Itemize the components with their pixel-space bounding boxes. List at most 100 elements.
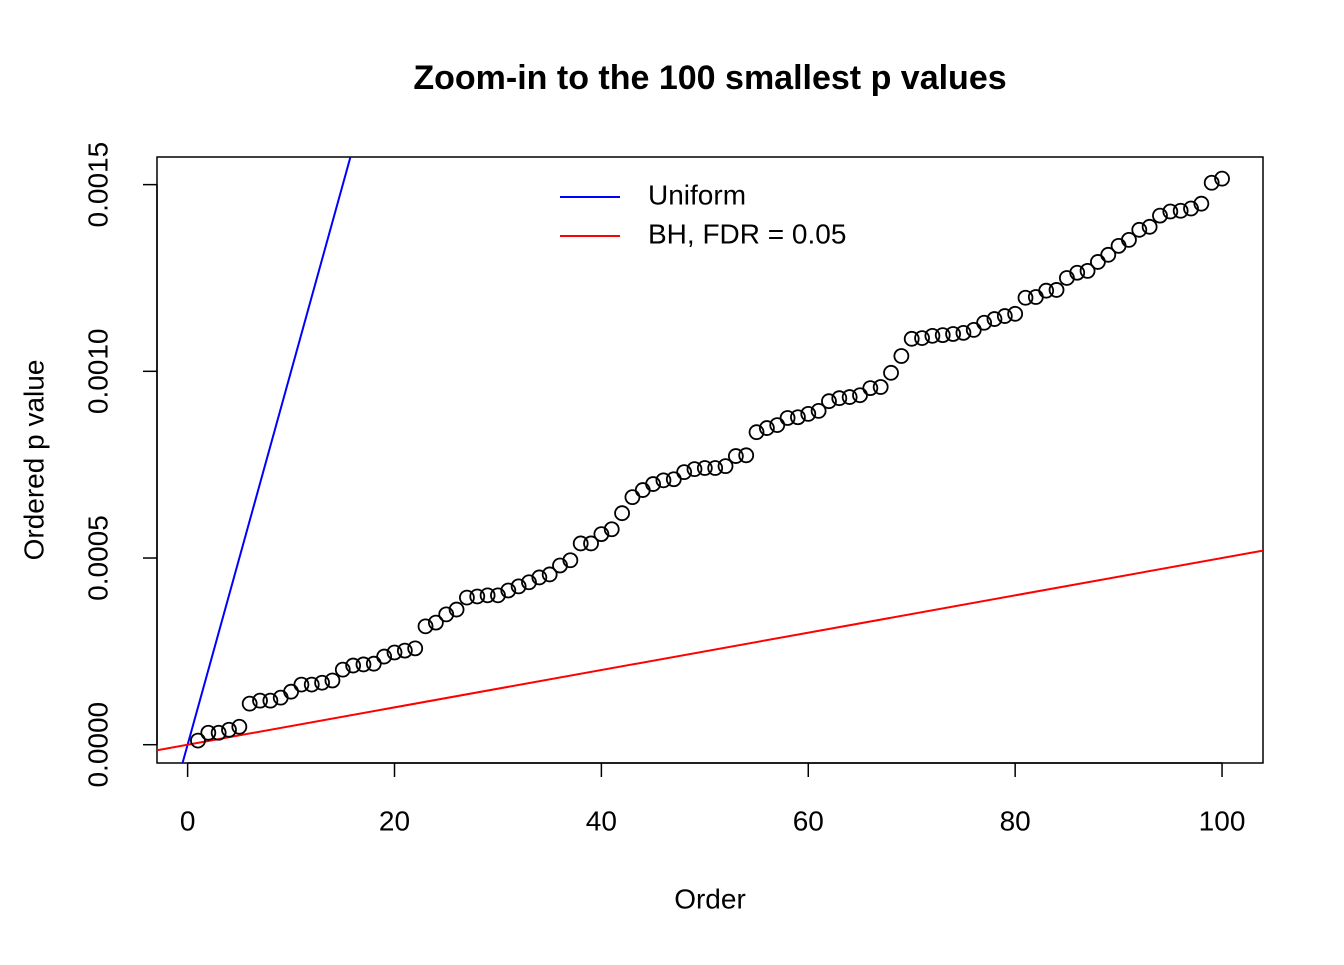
point bbox=[314, 674, 330, 691]
point bbox=[841, 389, 858, 405]
x-tick-label: 80 bbox=[1000, 805, 1031, 836]
point bbox=[914, 330, 930, 346]
point bbox=[1048, 282, 1065, 298]
point bbox=[479, 587, 496, 604]
point bbox=[334, 661, 351, 678]
point bbox=[655, 472, 672, 489]
point bbox=[386, 644, 403, 661]
x-tick-label: 60 bbox=[793, 805, 824, 836]
point bbox=[500, 582, 517, 599]
point bbox=[438, 606, 455, 623]
point bbox=[624, 489, 641, 506]
point bbox=[262, 692, 279, 709]
point bbox=[934, 327, 951, 344]
point bbox=[1214, 170, 1230, 187]
point bbox=[1131, 221, 1148, 238]
point bbox=[996, 308, 1013, 324]
point bbox=[893, 348, 910, 364]
point bbox=[831, 390, 848, 407]
point bbox=[1110, 237, 1127, 254]
point bbox=[955, 324, 972, 341]
x-tick-label: 0 bbox=[180, 805, 196, 836]
point bbox=[510, 578, 527, 595]
point bbox=[231, 718, 248, 735]
point bbox=[459, 589, 475, 606]
point bbox=[210, 724, 227, 741]
chart-title: Zoom-in to the 100 smallest p values bbox=[413, 59, 1006, 97]
legend-label: BH, FDR = 0.05 bbox=[648, 218, 846, 249]
point bbox=[469, 588, 486, 605]
point bbox=[717, 458, 734, 475]
point bbox=[862, 380, 879, 397]
point bbox=[645, 476, 662, 492]
point bbox=[1141, 218, 1158, 235]
point bbox=[821, 393, 837, 410]
point bbox=[758, 420, 775, 436]
point bbox=[1152, 207, 1168, 224]
point bbox=[707, 460, 724, 476]
point bbox=[903, 330, 920, 347]
point bbox=[1069, 264, 1086, 281]
x-axis-label: Order bbox=[674, 883, 746, 914]
point bbox=[252, 692, 268, 709]
point bbox=[1017, 289, 1034, 306]
point bbox=[1162, 203, 1179, 220]
point bbox=[1090, 254, 1106, 270]
point bbox=[1079, 262, 1096, 279]
point bbox=[541, 566, 558, 583]
point bbox=[448, 601, 465, 618]
point bbox=[396, 642, 413, 659]
point bbox=[976, 314, 993, 331]
point bbox=[324, 672, 341, 689]
y-tick-label: 0.0015 bbox=[82, 142, 113, 228]
point bbox=[365, 655, 382, 672]
point bbox=[572, 535, 589, 552]
point bbox=[1027, 289, 1044, 305]
point bbox=[407, 640, 424, 657]
point bbox=[427, 614, 444, 631]
point bbox=[872, 379, 889, 395]
point bbox=[490, 587, 506, 604]
point bbox=[531, 569, 548, 586]
point bbox=[924, 327, 941, 344]
point bbox=[634, 482, 651, 498]
point bbox=[603, 521, 620, 538]
point bbox=[1203, 174, 1220, 191]
point bbox=[521, 574, 537, 591]
point bbox=[1007, 305, 1024, 322]
point bbox=[790, 409, 806, 426]
x-tick-label: 20 bbox=[379, 805, 410, 836]
y-tick-label: 0.0010 bbox=[82, 329, 113, 415]
point bbox=[810, 403, 827, 419]
point bbox=[1100, 246, 1117, 263]
x-tick-label: 40 bbox=[586, 805, 617, 836]
point bbox=[945, 326, 961, 342]
point bbox=[696, 460, 713, 476]
point bbox=[986, 311, 1003, 327]
point bbox=[779, 410, 796, 426]
point bbox=[376, 648, 393, 665]
point bbox=[283, 683, 299, 700]
point bbox=[686, 461, 703, 478]
point bbox=[738, 447, 755, 464]
point bbox=[417, 618, 434, 635]
y-tick-label: 0.0005 bbox=[82, 515, 113, 601]
point bbox=[614, 505, 630, 522]
point bbox=[1038, 282, 1055, 299]
point bbox=[562, 552, 579, 569]
point bbox=[221, 721, 237, 738]
plot-area bbox=[157, 157, 1263, 763]
point bbox=[190, 732, 206, 749]
point bbox=[665, 471, 682, 488]
point bbox=[583, 535, 599, 552]
point bbox=[1183, 200, 1199, 217]
point bbox=[303, 676, 320, 693]
point bbox=[748, 424, 765, 441]
point bbox=[727, 448, 744, 464]
x-tick-label: 100 bbox=[1199, 805, 1246, 836]
reference-line bbox=[181, 157, 352, 763]
point bbox=[852, 387, 868, 404]
point bbox=[1172, 202, 1189, 219]
point bbox=[345, 657, 362, 674]
